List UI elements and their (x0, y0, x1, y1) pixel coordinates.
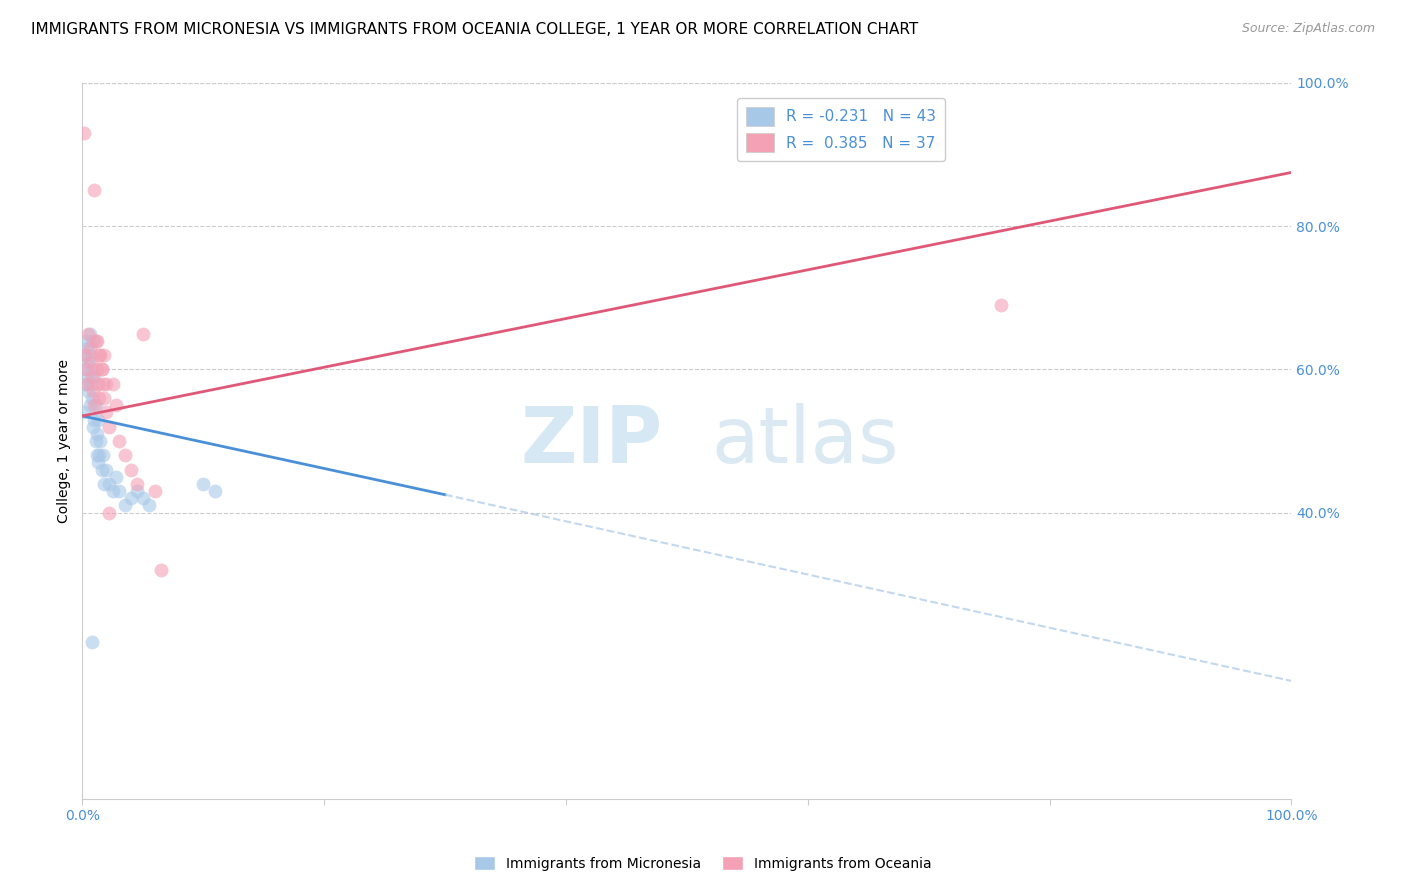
Point (79, 326, 101, 341)
Point (89, 348, 111, 362)
Point (84, 434, 107, 448)
Point (114, 499, 136, 513)
Point (97, 506, 120, 520)
Point (75, 334, 97, 348)
Point (79, 398, 101, 412)
Point (86, 448, 108, 462)
Point (75, 362, 97, 376)
Point (132, 491, 155, 506)
Point (93, 391, 115, 405)
Point (86, 426, 108, 441)
Point (193, 477, 215, 491)
Point (72, 126, 94, 140)
Point (89, 434, 111, 448)
Point (120, 491, 142, 506)
Point (101, 376, 124, 391)
Text: Source: ZipAtlas.com: Source: ZipAtlas.com (1241, 22, 1375, 36)
Point (93, 348, 115, 362)
Point (75, 362, 97, 376)
Point (97, 419, 120, 434)
Point (125, 477, 148, 491)
Point (82, 334, 104, 348)
Point (96, 405, 118, 419)
Point (84, 334, 107, 348)
Point (73, 376, 96, 391)
Text: atlas: atlas (711, 403, 898, 479)
Point (114, 448, 136, 462)
Point (80, 391, 103, 405)
Point (87, 455, 110, 469)
Point (87, 412, 110, 426)
Point (93, 477, 115, 491)
Y-axis label: College, 1 year or more: College, 1 year or more (58, 359, 72, 523)
Point (80, 348, 103, 362)
Text: IMMIGRANTS FROM MICRONESIA VS IMMIGRANTS FROM OCEANIA COLLEGE, 1 YEAR OR MORE CO: IMMIGRANTS FROM MICRONESIA VS IMMIGRANTS… (31, 22, 918, 37)
Point (72, 405, 94, 419)
Legend: Immigrants from Micronesia, Immigrants from Oceania: Immigrants from Micronesia, Immigrants f… (468, 850, 938, 876)
Point (86, 362, 108, 376)
Point (105, 470, 128, 484)
Point (86, 334, 108, 348)
Point (107, 484, 129, 499)
Point (83, 398, 105, 412)
Text: ZIP: ZIP (520, 403, 662, 479)
Point (80, 355, 103, 369)
Point (73, 348, 96, 362)
Point (90, 463, 112, 477)
Point (83, 369, 105, 384)
Point (73, 348, 96, 362)
Point (125, 484, 148, 499)
Point (89, 448, 111, 462)
Point (107, 434, 129, 448)
Point (90, 362, 112, 376)
Point (82, 419, 104, 434)
Point (138, 499, 160, 513)
Point (80, 634, 103, 648)
Point (80, 369, 103, 384)
Point (89, 391, 111, 405)
Legend: R = -0.231   N = 43, R =  0.385   N = 37: R = -0.231 N = 43, R = 0.385 N = 37 (737, 98, 945, 161)
Point (80, 376, 103, 391)
Point (96, 376, 118, 391)
Point (105, 398, 128, 412)
Point (77, 384, 100, 398)
Point (80, 362, 103, 376)
Point (101, 484, 124, 499)
Point (76, 376, 98, 391)
Point (149, 563, 172, 577)
Point (79, 341, 101, 355)
Point (77, 326, 100, 341)
Point (76, 341, 98, 355)
Point (83, 412, 105, 426)
Point (89, 348, 111, 362)
Point (204, 484, 226, 499)
Point (82, 384, 104, 398)
Point (97, 477, 120, 491)
Point (96, 463, 118, 477)
Point (990, 298, 1012, 312)
Point (87, 376, 110, 391)
Point (143, 484, 166, 499)
Point (120, 463, 142, 477)
Point (91, 448, 114, 462)
Point (91, 376, 114, 391)
Point (84, 398, 107, 412)
Point (76, 369, 98, 384)
Point (90, 362, 112, 376)
Point (132, 326, 155, 341)
Point (77, 355, 100, 369)
Point (83, 183, 105, 197)
